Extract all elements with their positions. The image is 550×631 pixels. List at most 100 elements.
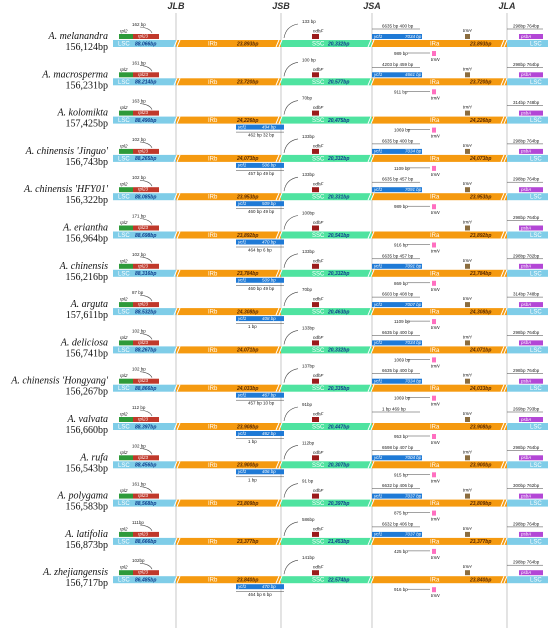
break-mark: [367, 346, 375, 354]
ycf1-copy-split: 457 bp 49 bp: [248, 171, 275, 176]
lsc-right-segment: [507, 537, 548, 545]
lsc-right-label: LSC: [530, 348, 542, 354]
trnN-distance: 425 bp: [394, 549, 408, 554]
rpl2-gene: [119, 493, 133, 499]
lsc-right-segment: [507, 231, 548, 239]
psbA-gene: [519, 263, 543, 269]
rpl2-arrow: [139, 141, 153, 149]
ycf1-copy-gene: [236, 392, 284, 398]
ndhF-arrow: [283, 330, 299, 345]
trnH-gene: [465, 493, 470, 499]
ycf1-label: ycf1: [373, 149, 383, 154]
ycf1-copy-label: ycf1: [237, 469, 247, 474]
lsc-length: 88,568bp: [135, 501, 156, 507]
lsc-left-label: LSC: [118, 42, 130, 48]
rpl2-gene: [119, 340, 133, 346]
ndhF-label: ndhF: [313, 335, 324, 340]
ira-length: 23,720bp: [469, 80, 491, 86]
ssc-length: 20,463bp: [327, 309, 349, 315]
rpl23-gene: [133, 110, 159, 116]
trnN-label: trnN: [431, 95, 440, 100]
psbA-distance: 314bp 748bp: [513, 100, 540, 105]
trnN-distance: 915 bp: [394, 472, 408, 477]
lsc-length: 88,265bp: [135, 156, 156, 162]
junction-header-jsa: JSA: [363, 1, 381, 11]
rpl2-arrow: [139, 26, 153, 34]
ndhF-distance: 70bp: [302, 96, 313, 101]
rpl2-arrow: [139, 218, 153, 225]
irb-length: 23,892bp: [236, 233, 258, 239]
ycf1-copy-length: 470 bp: [262, 239, 276, 244]
species-row: A. chinensis 'Jinguo'156,743bp LSC IRb SSC I…: [25, 134, 548, 177]
trnH-gene: [465, 148, 470, 154]
genome-size: 156,124bp: [66, 42, 109, 53]
ycf1-length: 7091 bp: [405, 264, 422, 269]
trnN-label: trnN: [431, 402, 440, 407]
psbA-label: psbA: [520, 72, 531, 77]
genome-size: 156,543bp: [66, 463, 109, 474]
ssc-segment: [281, 231, 372, 239]
ycf1-gene: [372, 34, 422, 39]
ira-length: 23,377bp: [469, 539, 491, 545]
lsc-length: 86,485bp: [135, 578, 156, 584]
rpl2-label: rpl2: [120, 412, 128, 417]
ycf1-copy-gene: [236, 469, 284, 475]
trnN-gene: [432, 280, 436, 286]
break-mark: [500, 231, 508, 239]
psbA-distance: 298bp 764bp: [513, 445, 540, 450]
ycf1-label: ycf1: [373, 302, 383, 307]
rpl23-gene: [133, 340, 159, 346]
ndhF-arrow: [283, 176, 299, 192]
species-name: A. kolomikta: [56, 108, 108, 119]
rpl23-label: rpl23: [138, 340, 149, 345]
ycf1-copy-split: 1 bp: [248, 324, 257, 329]
rpl23-gene: [133, 455, 159, 461]
trnN-distance: 869 bp: [394, 281, 408, 286]
ycf1-copy-label: ycf1: [237, 278, 247, 283]
lsc-length: 88,666bp: [135, 539, 156, 545]
ycf1-copy-label: ycf1: [237, 316, 247, 321]
ycf1-copy-label: ycf1: [237, 201, 247, 206]
lsc-length: 88,066bp: [135, 41, 156, 47]
lsc-right-label: LSC: [530, 233, 542, 239]
break-mark: [173, 537, 181, 546]
ira-length: 24,226bp: [469, 118, 491, 124]
break-mark: [500, 537, 508, 546]
rpl2-label: rpl2: [120, 220, 128, 225]
ndhF-label: ndhF: [313, 29, 324, 34]
ycf1-length: 7037 bp: [405, 493, 422, 498]
ycf1-length: 7034 bp: [405, 379, 422, 384]
trnN-distance: 1069 bp: [394, 128, 411, 133]
psbA-distance: 300bp 762bp: [513, 483, 540, 488]
rpl2-gene: [119, 302, 133, 308]
ndhF-distance: 70bp: [302, 287, 313, 292]
psbA-distance: 298bp 782bp: [513, 253, 540, 258]
break-mark: [500, 193, 508, 201]
trnN-label: trnN: [431, 593, 440, 598]
lsc-right-segment: [507, 269, 548, 277]
trnN-distance: 1109 bp: [394, 319, 410, 324]
ira-length: 23,953bp: [469, 195, 491, 201]
trnN-label: trnN: [431, 555, 440, 560]
ycf1-copy-label: ycf1: [237, 124, 247, 129]
rpl2-label: rpl2: [120, 258, 128, 263]
rpl2-distance: 102bp: [132, 558, 145, 563]
junction-header-jlb: JLB: [167, 1, 185, 11]
break-mark: [275, 269, 283, 277]
rpl2-label: rpl2: [120, 373, 128, 378]
lsc-length: 88,214bp: [135, 80, 156, 86]
psbA-label: psbA: [520, 225, 531, 230]
break-mark: [275, 307, 283, 316]
ira-length: 24,033bp: [469, 386, 491, 392]
irb-label: IRb: [208, 42, 218, 48]
ira-label: IRa: [430, 271, 440, 277]
ssc-segment: [281, 499, 372, 507]
lsc-left-segment: [113, 346, 176, 354]
psbA-label: psbA: [520, 570, 531, 575]
psbA-distance: 298bp 764bp: [513, 138, 540, 143]
irb-label: IRb: [208, 80, 218, 86]
rpl2-distance: 161 bp: [132, 482, 146, 487]
